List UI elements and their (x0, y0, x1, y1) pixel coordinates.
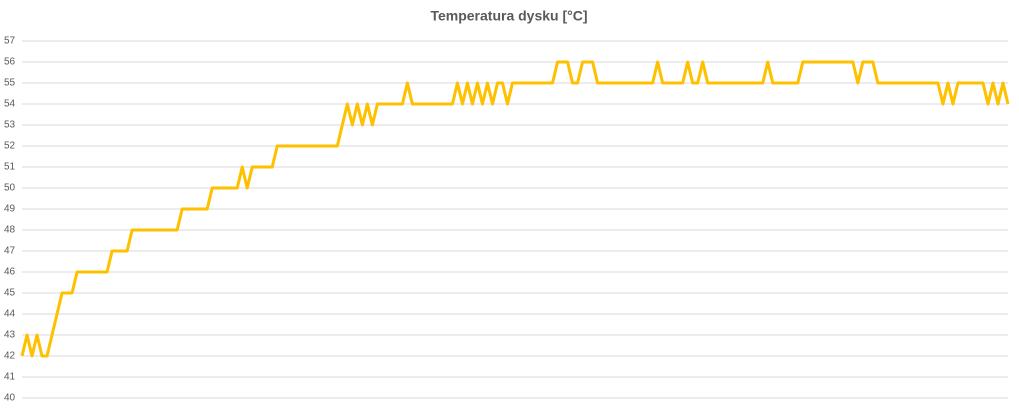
y-tick-label: 43 (4, 330, 16, 341)
data-line (20, 60, 1010, 358)
y-tick-label: 41 (4, 372, 16, 383)
y-tick-label: 48 (4, 225, 16, 236)
y-tick-label: 56 (4, 57, 16, 68)
y-tick-label: 50 (4, 183, 16, 194)
y-tick-label: 40 (4, 393, 16, 404)
y-tick-label: 55 (4, 78, 16, 89)
y-tick-label: 47 (4, 246, 16, 257)
y-tick-label: 46 (4, 267, 16, 278)
y-tick-label: 44 (4, 309, 16, 320)
y-tick-label: 45 (4, 288, 16, 299)
y-tick-label: 57 (4, 36, 16, 47)
chart-title: Temperatura dysku [°C] (430, 8, 587, 24)
y-tick-label: 53 (4, 120, 16, 131)
y-tick-label: 54 (4, 99, 16, 110)
y-tick-label: 51 (4, 162, 16, 173)
y-tick-label: 49 (4, 204, 16, 215)
y-tick-label: 42 (4, 351, 16, 362)
y-tick-label: 52 (4, 141, 16, 152)
